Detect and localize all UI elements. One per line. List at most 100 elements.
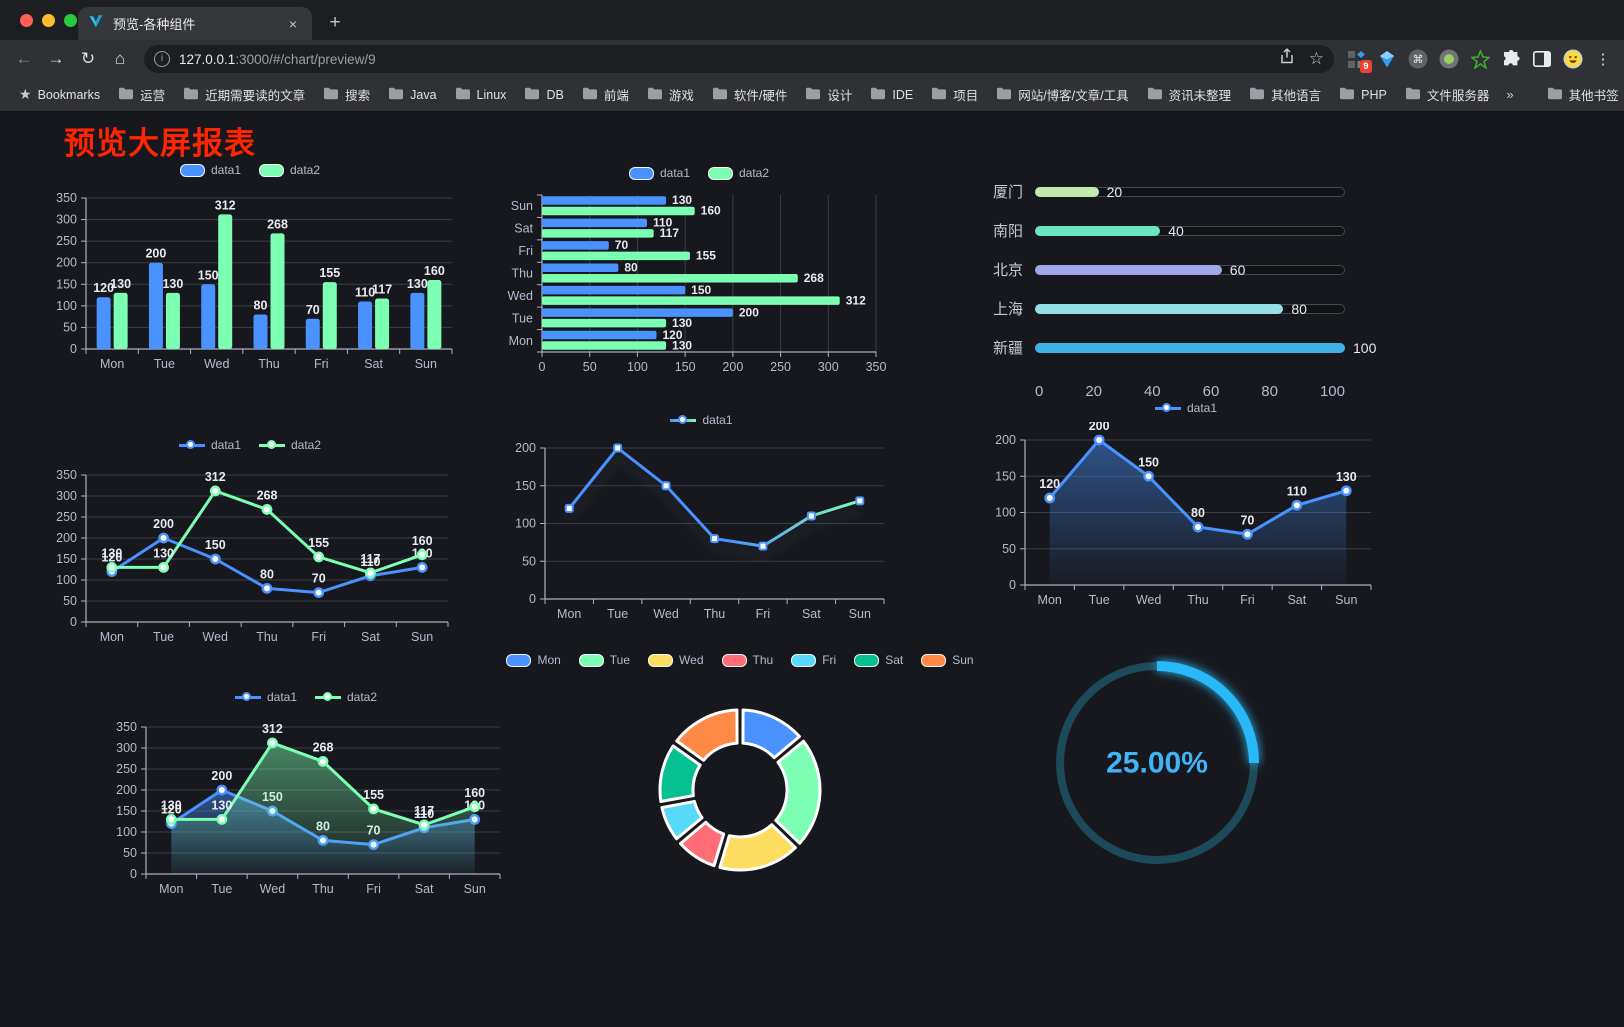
window-controls <box>20 14 77 27</box>
legend-item[interactable]: data1 <box>178 438 241 452</box>
svg-text:200: 200 <box>116 783 137 797</box>
folder-icon <box>1339 87 1355 103</box>
other-bookmarks-folder[interactable]: 其他书签 <box>1540 81 1624 108</box>
extension-grid-icon[interactable]: 9 <box>1346 49 1372 73</box>
donut-chart[interactable]: Mon Tue Wed Thu Fri Sat Sun <box>506 649 974 902</box>
home-button[interactable]: ⌂ <box>114 49 126 68</box>
bookmark-folder[interactable]: 其他语言 <box>1242 81 1328 108</box>
window-zoom-button[interactable] <box>64 14 77 27</box>
svg-text:300: 300 <box>56 213 77 227</box>
progress-value: 60 <box>1229 261 1246 278</box>
progress-bar-chart[interactable]: 厦门 20 南阳 40 北京 60 上海 80 新疆 100 0 20 40 60 80 100 <box>993 172 1376 401</box>
gauge-chart[interactable]: 25.00% <box>1048 654 1266 872</box>
svg-text:250: 250 <box>56 510 77 524</box>
legend-item[interactable]: Wed <box>648 653 704 667</box>
svg-text:80: 80 <box>1191 506 1205 520</box>
back-button[interactable]: ← <box>15 49 33 68</box>
reload-button[interactable]: ↻ <box>80 49 96 68</box>
new-tab-button[interactable]: + <box>329 12 341 33</box>
bookmark-folder[interactable]: Linux <box>448 83 514 107</box>
bookmark-folder[interactable]: 项目 <box>924 81 985 108</box>
legend-item[interactable]: Mon <box>506 653 561 667</box>
svg-text:130: 130 <box>162 277 183 291</box>
svg-text:110: 110 <box>414 807 434 821</box>
legend-item[interactable]: data1 <box>628 166 690 180</box>
svg-text:150: 150 <box>995 469 1016 483</box>
area-line-chart[interactable]: data1 0 50 100 150 200 Mon Tue Wed Thu Fri Sat Sun 12… <box>985 397 1387 612</box>
extension-command-icon[interactable]: ⌘ <box>1408 49 1428 69</box>
bar-chart[interactable]: data1 data2 0 50 100 150 200 250 300 350 Mon Tue Wed… <box>40 159 460 376</box>
svg-text:Thu: Thu <box>312 882 334 896</box>
window-close-button[interactable] <box>20 14 33 27</box>
bookmark-folder[interactable]: 资讯未整理 <box>1140 81 1239 108</box>
legend-item[interactable]: data1 <box>1154 401 1217 415</box>
bookmark-folder[interactable]: PHP <box>1332 83 1394 107</box>
gradient-line-chart[interactable]: data1 0 50 100 150 200 Mon Tue Wed Thu Fri Sat Sun <box>503 409 900 626</box>
folder-icon <box>582 87 598 103</box>
bookmarks-root[interactable]: ★ Bookmarks <box>12 82 107 107</box>
legend-item[interactable]: data2 <box>259 163 320 177</box>
browser-menu-icon[interactable]: ⋮ <box>1595 51 1611 68</box>
bookmark-folder[interactable]: 设计 <box>798 81 859 108</box>
svg-text:150: 150 <box>691 283 711 297</box>
legend-item[interactable]: data2 <box>259 438 321 452</box>
legend-item[interactable]: Fri <box>791 653 836 667</box>
browser-tab[interactable]: 预览-各种组件 × <box>78 7 312 40</box>
legend-item[interactable]: data2 <box>315 690 377 704</box>
folder-icon <box>455 87 471 103</box>
legend-item[interactable]: Tue <box>578 653 630 667</box>
bookmark-folder[interactable]: IDE <box>863 83 920 107</box>
profile-avatar-emoji[interactable] <box>1563 49 1583 69</box>
forward-button[interactable]: → <box>47 49 65 68</box>
bookmark-star-icon[interactable]: ☆ <box>1308 49 1324 68</box>
bookmark-folder[interactable]: 软件/硬件 <box>705 81 794 108</box>
bookmark-folder[interactable]: 游戏 <box>640 81 701 108</box>
area-line-chart-two-series[interactable]: data1 data2 0 50 100 150 200 250 300 350 Mon Tue Wed… <box>100 686 512 901</box>
bookmark-folder[interactable]: 网站/博客/文章/工具 <box>989 81 1135 108</box>
extension-recorder-icon[interactable] <box>1439 49 1459 69</box>
legend-item[interactable]: data1 <box>179 163 241 177</box>
window-minimize-button[interactable] <box>42 14 55 27</box>
svg-text:120: 120 <box>161 803 182 817</box>
bookmark-folder[interactable]: DB <box>517 83 570 107</box>
bookmark-folder[interactable]: 文件服务器 <box>1398 81 1497 108</box>
folder-icon <box>870 87 886 103</box>
svg-text:150: 150 <box>205 538 226 552</box>
address-bar[interactable]: i 127.0.0.1:3000/#/chart/preview/9 ☆ <box>144 45 1334 73</box>
svg-text:200: 200 <box>56 531 77 545</box>
side-panel-icon[interactable] <box>1532 49 1552 69</box>
folder-icon <box>183 87 199 103</box>
bookmark-folder[interactable]: 近期需要读的文章 <box>176 81 312 108</box>
horizontal-bar-chart[interactable]: data1 data2 0 50 100 150 200 250 300 350 Mon 120 130… <box>498 162 900 379</box>
folder-icon <box>524 87 540 103</box>
progress-value: 40 <box>1168 222 1184 239</box>
extension-gem-icon[interactable] <box>1377 49 1397 69</box>
site-info-icon[interactable]: i <box>154 51 170 67</box>
extensions-puzzle-icon[interactable] <box>1501 49 1521 69</box>
bookmark-folder[interactable]: Java <box>381 83 443 107</box>
legend-item[interactable]: Thu <box>721 653 773 667</box>
svg-text:160: 160 <box>424 264 445 278</box>
bookmark-folder[interactable]: 搜索 <box>316 81 377 108</box>
svg-text:130: 130 <box>211 798 232 812</box>
legend-item[interactable]: Sat <box>854 653 903 667</box>
bookmark-folder[interactable]: 前端 <box>575 81 636 108</box>
bookmark-folder[interactable]: 运营 <box>111 81 172 108</box>
legend-item[interactable]: data1 <box>234 690 297 704</box>
svg-text:25.00%: 25.00% <box>1106 747 1208 780</box>
share-icon[interactable] <box>1279 48 1295 70</box>
svg-text:130: 130 <box>407 277 428 291</box>
svg-text:155: 155 <box>319 266 340 280</box>
folder-icon <box>647 87 663 103</box>
legend-item[interactable]: data1 <box>670 413 733 427</box>
line-chart-two-series[interactable]: data1 data2 0 50 100 150 200 250 300 350 Mon Tue Wed… <box>40 434 460 649</box>
legend-item[interactable]: data2 <box>708 166 769 180</box>
svg-text:117: 117 <box>372 283 392 297</box>
folder-icon <box>1547 87 1563 103</box>
tab-close-icon[interactable]: × <box>288 15 298 32</box>
extension-star-icon[interactable] <box>1470 49 1490 69</box>
legend-item[interactable]: Sun <box>921 653 974 667</box>
svg-text:117: 117 <box>414 804 434 818</box>
bookmarks-overflow-chevron[interactable]: » <box>1506 87 1514 102</box>
url-text[interactable]: 127.0.0.1:3000/#/chart/preview/9 <box>179 52 376 67</box>
